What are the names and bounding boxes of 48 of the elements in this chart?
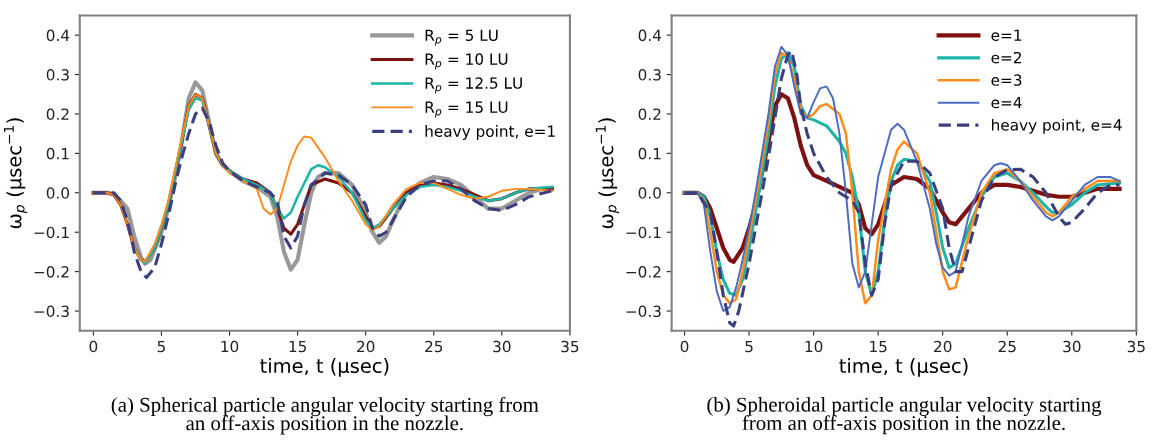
x-tick-label: 35 — [561, 340, 579, 353]
y-tick-label: 0.3 — [46, 69, 69, 81]
y-tick-label: −0.2 — [626, 266, 661, 278]
y-tick-label: 0.0 — [46, 187, 70, 199]
x-tick-label: 20 — [934, 340, 952, 353]
x-tick-label: 10 — [805, 340, 823, 353]
x-axis-title: time, t (μsec) — [839, 358, 968, 377]
y-tick-label: −0.2 — [34, 266, 69, 278]
y-tick-label: 0.4 — [46, 29, 70, 42]
x-tick-label: 25 — [425, 340, 443, 353]
y-tick-label: 0.3 — [638, 69, 661, 81]
legend-label: e=3 — [991, 74, 1022, 86]
y-axis-title: ω$_{p}$ (μsec$^{−1}$) — [595, 118, 620, 229]
y-axis-title: ω$_{p}$ (μsec$^{−1}$) — [3, 118, 28, 229]
legend-label: R$_{p}$ = 10 LU — [425, 53, 508, 70]
y-tick-label: −0.1 — [626, 226, 661, 239]
legend-label: heavy point, e=1 — [425, 125, 555, 140]
x-tick-label: 5 — [157, 340, 165, 353]
y-tick-label: 0.1 — [46, 147, 69, 160]
x-tick-label: 35 — [1127, 340, 1145, 353]
y-tick-label: 0.2 — [46, 108, 69, 120]
legend-label: heavy point, e=4 — [992, 118, 1122, 134]
x-tick-label: 30 — [493, 340, 511, 353]
legend-label: R$_{p}$ = 12.5 LU — [425, 77, 522, 94]
y-tick-label: 0.1 — [638, 147, 661, 160]
y-tick-label: 0.0 — [638, 187, 661, 199]
x-tick-label: 5 — [745, 340, 753, 353]
legend-label: e=4 — [991, 96, 1022, 109]
x-tick-label: 0 — [680, 340, 689, 353]
legend-label: R$_{p}$ = 5 LU — [425, 29, 498, 46]
legend-label: e=2 — [991, 51, 1022, 64]
text: (b) Spheroidal particle angular velocity starting from an off-axis position in the nozzle. — [707, 396, 1102, 435]
x-tick-label: 0 — [89, 340, 98, 353]
legend-label: R$_{p}$ = 15 LU — [425, 101, 508, 118]
legend-label: e=1 — [991, 29, 1022, 42]
x-axis-title: time, t (μsec) — [260, 358, 389, 377]
x-tick-label: 10 — [221, 340, 239, 353]
y-tick-label: −0.3 — [34, 305, 69, 318]
x-tick-label: 20 — [357, 340, 375, 353]
x-tick-label: 15 — [870, 340, 887, 353]
text: (a) Spherical particle angular velocity starting from an off-axis position in the nozzle. — [111, 396, 539, 435]
y-tick-label: −0.3 — [626, 305, 661, 318]
x-tick-label: 30 — [1063, 340, 1081, 353]
x-tick-label: 15 — [289, 340, 306, 353]
y-tick-label: 0.4 — [638, 29, 662, 42]
x-tick-label: 25 — [998, 340, 1016, 353]
y-tick-label: 0.2 — [638, 108, 661, 120]
y-tick-label: −0.1 — [34, 226, 69, 239]
